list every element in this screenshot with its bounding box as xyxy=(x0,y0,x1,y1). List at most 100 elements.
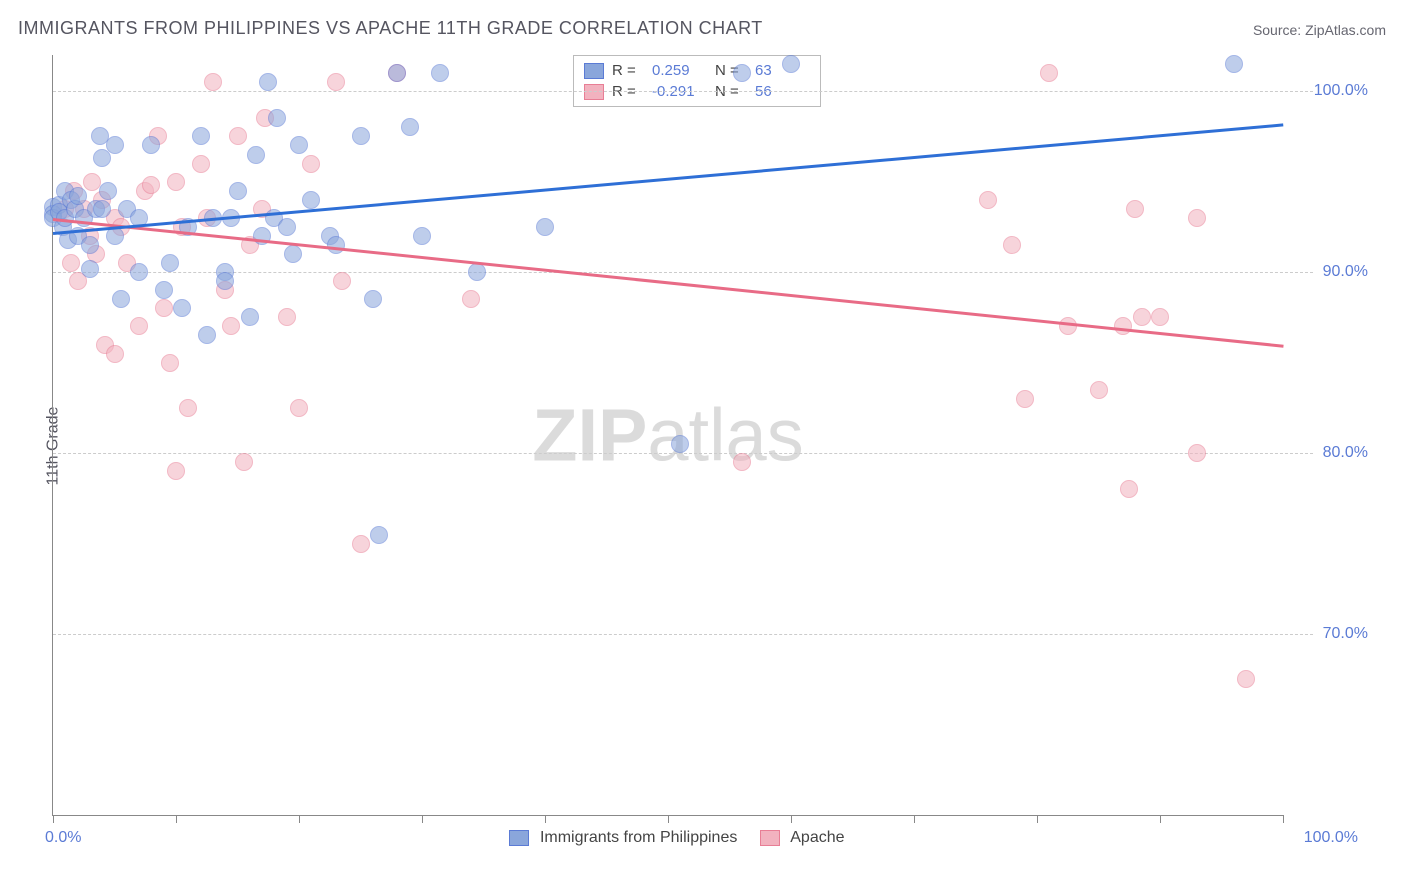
point-philippines xyxy=(401,118,419,136)
point-apache xyxy=(222,317,240,335)
x-tick xyxy=(176,815,177,823)
point-philippines xyxy=(99,182,117,200)
point-apache xyxy=(979,191,997,209)
point-apache xyxy=(106,345,124,363)
x-tick xyxy=(914,815,915,823)
point-apache xyxy=(235,453,253,471)
point-philippines xyxy=(268,109,286,127)
gridline xyxy=(53,91,1313,92)
gridline xyxy=(53,272,1313,273)
point-apache xyxy=(192,155,210,173)
point-apache xyxy=(1040,64,1058,82)
point-philippines xyxy=(259,73,277,91)
point-philippines xyxy=(284,245,302,263)
point-apache xyxy=(1151,308,1169,326)
point-philippines xyxy=(302,191,320,209)
point-philippines xyxy=(130,263,148,281)
point-apache xyxy=(1120,480,1138,498)
point-philippines xyxy=(192,127,210,145)
x-tick xyxy=(299,815,300,823)
x-tick xyxy=(53,815,54,823)
point-apache xyxy=(155,299,173,317)
x-tick xyxy=(545,815,546,823)
chart-title: IMMIGRANTS FROM PHILIPPINES VS APACHE 11… xyxy=(18,18,763,39)
swatch-philippines xyxy=(584,63,604,79)
point-apache xyxy=(1188,444,1206,462)
plot-area: ZIPatlas R = 0.259 N = 63 R = -0.291 N =… xyxy=(52,55,1283,816)
x-tick xyxy=(1283,815,1284,823)
point-apache xyxy=(278,308,296,326)
point-philippines xyxy=(388,64,406,82)
point-apache xyxy=(179,399,197,417)
y-tick-label: 70.0% xyxy=(1323,625,1368,643)
point-philippines xyxy=(241,308,259,326)
gridline xyxy=(53,634,1313,635)
legend-label-apache: Apache xyxy=(790,829,844,846)
x-axis-label-max: 100.0% xyxy=(1304,829,1358,847)
watermark-rest: atlas xyxy=(647,394,803,477)
point-philippines xyxy=(352,127,370,145)
point-philippines xyxy=(733,64,751,82)
point-philippines xyxy=(216,272,234,290)
chart-container: IMMIGRANTS FROM PHILIPPINES VS APACHE 11… xyxy=(0,0,1406,892)
point-apache xyxy=(204,73,222,91)
point-philippines xyxy=(278,218,296,236)
point-philippines xyxy=(106,136,124,154)
point-philippines xyxy=(69,187,87,205)
point-apache xyxy=(167,462,185,480)
watermark-bold: ZIP xyxy=(532,394,647,477)
point-philippines xyxy=(155,281,173,299)
point-philippines xyxy=(413,227,431,245)
legend-label-philippines: Immigrants from Philippines xyxy=(540,829,737,846)
point-apache xyxy=(1003,236,1021,254)
legend-series: Immigrants from Philippines Apache xyxy=(53,829,1283,847)
source-label: Source: ZipAtlas.com xyxy=(1253,22,1386,38)
point-apache xyxy=(1114,317,1132,335)
swatch-apache xyxy=(760,830,780,846)
point-philippines xyxy=(536,218,554,236)
point-philippines xyxy=(671,435,689,453)
point-philippines xyxy=(112,290,130,308)
point-philippines xyxy=(364,290,382,308)
x-tick xyxy=(668,815,669,823)
x-tick xyxy=(1160,815,1161,823)
point-apache xyxy=(1188,209,1206,227)
point-philippines xyxy=(1225,55,1243,73)
point-apache xyxy=(161,354,179,372)
point-apache xyxy=(290,399,308,417)
point-philippines xyxy=(93,200,111,218)
x-tick xyxy=(422,815,423,823)
x-tick xyxy=(1037,815,1038,823)
point-philippines xyxy=(782,55,800,73)
point-apache xyxy=(1126,200,1144,218)
point-philippines xyxy=(142,136,160,154)
point-philippines xyxy=(327,236,345,254)
point-apache xyxy=(1016,390,1034,408)
point-apache xyxy=(1133,308,1151,326)
point-apache xyxy=(229,127,247,145)
point-philippines xyxy=(81,260,99,278)
point-philippines xyxy=(173,299,191,317)
point-philippines xyxy=(370,526,388,544)
point-philippines xyxy=(468,263,486,281)
point-philippines xyxy=(229,182,247,200)
point-philippines xyxy=(431,64,449,82)
point-philippines xyxy=(247,146,265,164)
point-apache xyxy=(62,254,80,272)
point-philippines xyxy=(198,326,216,344)
point-apache xyxy=(327,73,345,91)
swatch-philippines xyxy=(509,830,529,846)
r-label: R = xyxy=(612,62,644,79)
point-apache xyxy=(352,535,370,553)
point-apache xyxy=(333,272,351,290)
point-philippines xyxy=(161,254,179,272)
point-apache xyxy=(142,176,160,194)
x-tick xyxy=(791,815,792,823)
watermark: ZIPatlas xyxy=(532,393,803,478)
point-apache xyxy=(1237,670,1255,688)
point-apache xyxy=(1059,317,1077,335)
point-apache xyxy=(462,290,480,308)
legend-row-philippines: R = 0.259 N = 63 xyxy=(584,60,810,81)
y-tick-label: 90.0% xyxy=(1323,263,1368,281)
point-apache xyxy=(302,155,320,173)
